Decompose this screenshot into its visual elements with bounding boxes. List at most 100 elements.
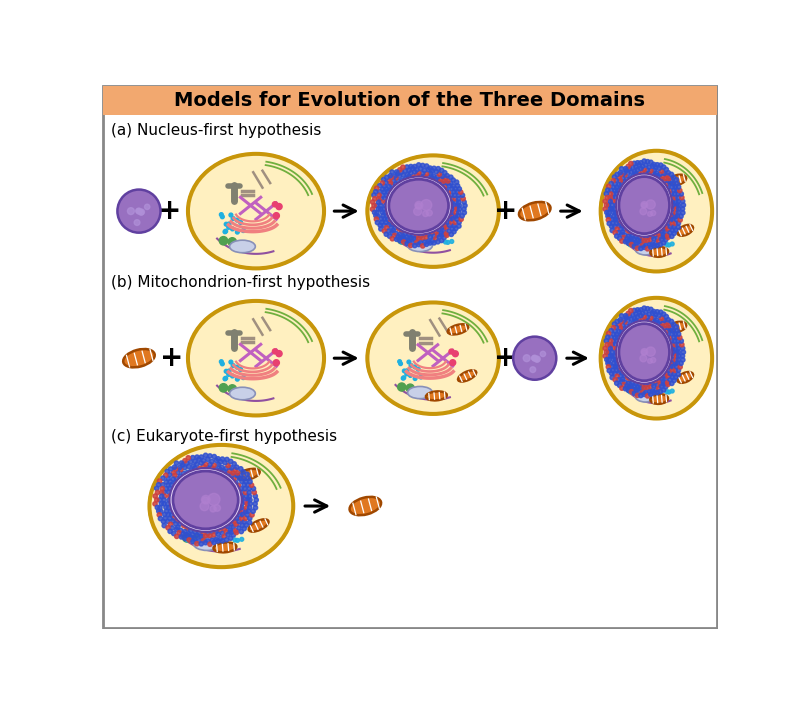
Circle shape	[626, 234, 630, 238]
Circle shape	[674, 358, 678, 362]
Circle shape	[382, 177, 386, 182]
Circle shape	[174, 480, 178, 484]
Circle shape	[626, 171, 630, 175]
Circle shape	[439, 238, 444, 243]
Circle shape	[608, 346, 612, 351]
Circle shape	[644, 171, 648, 175]
Circle shape	[670, 185, 674, 189]
Circle shape	[396, 234, 401, 238]
Circle shape	[670, 217, 675, 221]
Circle shape	[670, 206, 674, 211]
Circle shape	[676, 358, 681, 362]
Circle shape	[212, 533, 216, 537]
Circle shape	[419, 228, 422, 232]
Circle shape	[185, 526, 190, 530]
Circle shape	[426, 210, 432, 216]
Circle shape	[675, 329, 679, 333]
Circle shape	[162, 502, 166, 506]
Circle shape	[670, 192, 674, 196]
Circle shape	[384, 193, 388, 197]
Circle shape	[667, 390, 671, 394]
Circle shape	[450, 210, 454, 215]
Circle shape	[611, 339, 616, 343]
Circle shape	[629, 236, 633, 240]
Circle shape	[657, 232, 661, 236]
Circle shape	[673, 343, 678, 347]
Circle shape	[439, 231, 443, 235]
Circle shape	[629, 241, 633, 245]
Circle shape	[462, 200, 466, 204]
Circle shape	[659, 177, 663, 182]
Circle shape	[630, 390, 634, 394]
Circle shape	[670, 173, 674, 177]
Circle shape	[615, 361, 619, 366]
Circle shape	[203, 453, 208, 457]
Circle shape	[674, 199, 678, 204]
Circle shape	[644, 390, 648, 395]
Circle shape	[418, 174, 422, 178]
Ellipse shape	[678, 225, 693, 235]
Circle shape	[241, 469, 246, 474]
Circle shape	[247, 520, 252, 525]
Circle shape	[233, 538, 237, 542]
Circle shape	[186, 532, 190, 536]
Circle shape	[654, 320, 658, 325]
Circle shape	[208, 454, 212, 458]
Ellipse shape	[598, 296, 714, 421]
Circle shape	[630, 370, 634, 373]
Circle shape	[647, 381, 651, 385]
Ellipse shape	[366, 153, 501, 269]
Circle shape	[210, 538, 214, 542]
Circle shape	[614, 221, 618, 226]
Circle shape	[164, 486, 168, 491]
Circle shape	[372, 204, 376, 208]
Circle shape	[162, 513, 167, 517]
Circle shape	[630, 233, 634, 238]
Circle shape	[657, 322, 661, 326]
Circle shape	[162, 494, 166, 498]
Circle shape	[630, 240, 635, 244]
Circle shape	[666, 233, 670, 238]
Circle shape	[635, 315, 640, 319]
Circle shape	[670, 234, 674, 238]
Circle shape	[222, 469, 226, 474]
Circle shape	[665, 371, 669, 375]
Circle shape	[630, 165, 635, 170]
Circle shape	[672, 335, 676, 339]
Ellipse shape	[170, 468, 242, 532]
Circle shape	[626, 386, 634, 393]
Circle shape	[632, 385, 637, 389]
Circle shape	[632, 391, 637, 395]
Circle shape	[163, 516, 167, 520]
Circle shape	[457, 220, 462, 224]
Circle shape	[450, 221, 454, 225]
Circle shape	[227, 469, 232, 473]
Circle shape	[455, 184, 460, 188]
Circle shape	[622, 318, 626, 322]
Circle shape	[202, 464, 206, 469]
Circle shape	[614, 185, 619, 189]
Circle shape	[276, 204, 282, 209]
Circle shape	[422, 168, 426, 173]
Circle shape	[382, 190, 386, 194]
Circle shape	[231, 363, 235, 368]
Circle shape	[167, 498, 171, 502]
Circle shape	[450, 216, 454, 221]
Circle shape	[670, 368, 674, 373]
Circle shape	[664, 182, 668, 187]
Circle shape	[681, 358, 685, 362]
Circle shape	[242, 520, 246, 524]
Circle shape	[632, 308, 637, 312]
Circle shape	[226, 532, 230, 537]
Circle shape	[166, 520, 170, 524]
Circle shape	[409, 227, 412, 230]
Circle shape	[422, 211, 428, 216]
Circle shape	[534, 356, 540, 362]
Circle shape	[229, 536, 233, 540]
Circle shape	[161, 476, 165, 480]
Circle shape	[627, 216, 630, 218]
Circle shape	[414, 230, 417, 233]
Circle shape	[630, 230, 633, 234]
Circle shape	[440, 233, 445, 237]
Circle shape	[614, 358, 618, 362]
